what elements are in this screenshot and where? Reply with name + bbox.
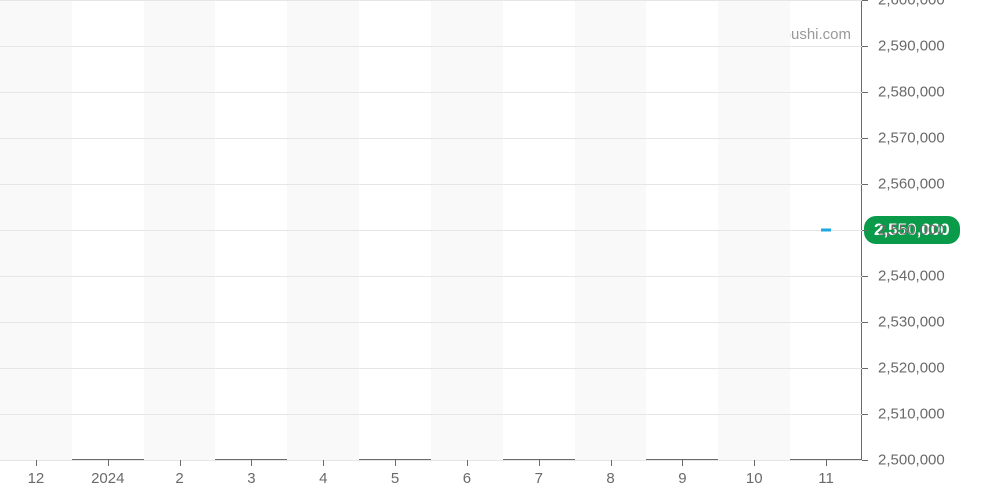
y-tick	[862, 92, 868, 93]
y-tick	[862, 322, 868, 323]
x-axis-label: 2024	[91, 470, 124, 487]
x-tick	[251, 460, 252, 466]
x-axis-label: 5	[391, 470, 399, 487]
x-tick	[395, 460, 396, 466]
y-tick	[862, 230, 868, 231]
y-axis-label: 2,520,000	[878, 360, 988, 377]
y-axis-label: 2,570,000	[878, 130, 988, 147]
x-tick	[539, 460, 540, 466]
gridline-h	[0, 138, 862, 139]
x-tick	[682, 460, 683, 466]
x-tick	[611, 460, 612, 466]
x-tick	[467, 460, 468, 466]
gridline-h	[0, 414, 862, 415]
y-tick	[862, 184, 868, 185]
x-axis-label: 3	[247, 470, 255, 487]
data-marker	[821, 229, 831, 232]
plot-area: udedokeitoushi.com	[0, 0, 862, 460]
gridline-h	[0, 460, 862, 461]
y-axis-label: 2,510,000	[878, 406, 988, 423]
x-axis-label: 6	[463, 470, 471, 487]
x-axis-label: 10	[746, 470, 763, 487]
y-axis-label: 2,500,000	[878, 452, 988, 469]
gridline-h	[0, 230, 862, 231]
y-tick	[862, 460, 868, 461]
gridline-h	[0, 276, 862, 277]
x-axis-label: 9	[678, 470, 686, 487]
x-tick	[826, 460, 827, 466]
y-axis-label: 2,540,000	[878, 268, 988, 285]
gridline-h	[0, 322, 862, 323]
x-axis-label: 11	[818, 470, 834, 487]
y-axis-label: 2,590,000	[878, 38, 988, 55]
x-axis-label: 2	[175, 470, 183, 487]
y-tick	[862, 368, 868, 369]
y-axis-label: 2,560,000	[878, 176, 988, 193]
x-tick	[323, 460, 324, 466]
y-tick	[862, 414, 868, 415]
y-tick	[862, 276, 868, 277]
gridline-h	[0, 368, 862, 369]
x-axis-label: 7	[535, 470, 543, 487]
gridline-h	[0, 184, 862, 185]
y-tick	[862, 138, 868, 139]
x-tick	[36, 460, 37, 466]
gridline-h	[0, 0, 862, 1]
x-tick	[108, 460, 109, 466]
x-axis-label: 4	[319, 470, 327, 487]
gridline-h	[0, 46, 862, 47]
y-axis-label: 2,600,000	[878, 0, 988, 9]
x-tick	[180, 460, 181, 466]
x-tick	[754, 460, 755, 466]
y-tick	[862, 0, 868, 1]
price-chart: udedokeitoushi.com 2,550,000	[0, 0, 1000, 500]
y-axis-label: 2,530,000	[878, 314, 988, 331]
y-axis-label: 2,550,000	[878, 222, 988, 239]
x-axis-label: 8	[606, 470, 614, 487]
x-axis-label: 12	[28, 470, 45, 487]
y-axis-label: 2,580,000	[878, 84, 988, 101]
y-tick	[862, 46, 868, 47]
gridline-h	[0, 92, 862, 93]
